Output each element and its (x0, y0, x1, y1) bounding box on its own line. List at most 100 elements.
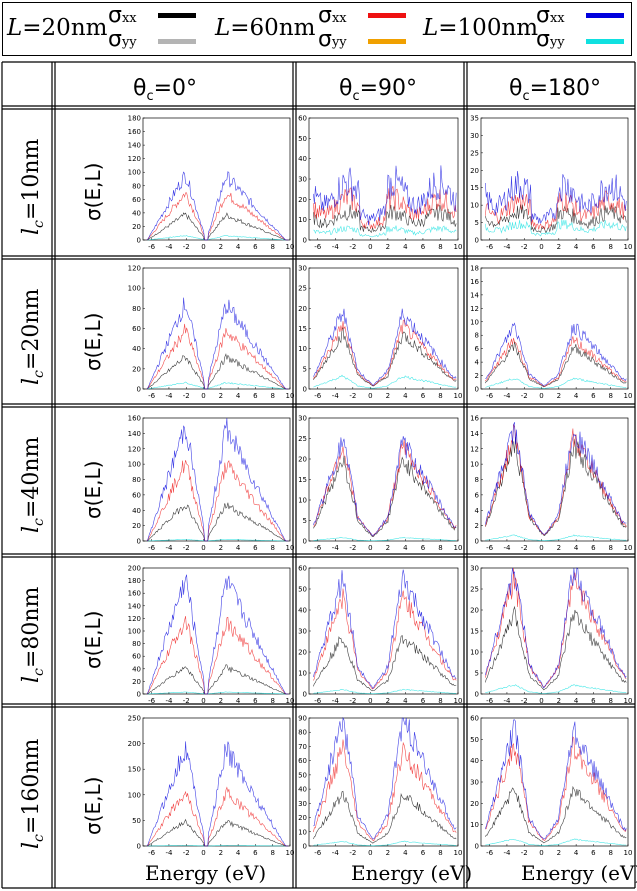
panel-2-0: 0 20 40 60 80 100 120 140 160 -6 -4 -2 0 2 4 6 8 10 (128, 415, 295, 553)
x-tick-label: 8 (270, 243, 274, 251)
y-tick-label: 15 (470, 184, 479, 192)
y-tick-label: 40 (298, 786, 307, 794)
x-tick-label: -6 (486, 392, 494, 400)
y-tick-label: 120 (128, 265, 141, 273)
x-tick-label: 6 (253, 544, 258, 552)
y-tick-label: 0 (137, 237, 141, 245)
x-tick-label: 0 (201, 392, 205, 400)
row-label-0: lc=10nm (19, 139, 47, 235)
legend-L-label: L (7, 15, 23, 41)
x-tick-label: -2 (183, 544, 190, 552)
y-tick-label: 50 (470, 736, 479, 744)
y-tick-label: 100 (128, 169, 141, 177)
series-line-k (485, 785, 627, 844)
x-tick-label: 8 (270, 544, 274, 552)
x-tick-label: 8 (438, 849, 442, 857)
x-tick-label: 8 (438, 392, 442, 400)
series-line-b (313, 569, 457, 689)
series-line-r (147, 459, 289, 542)
series-line-b (485, 567, 627, 689)
x-tick-label: 10 (286, 392, 295, 400)
x-tick-label: -6 (314, 392, 322, 400)
y-tick-label: 60 (132, 325, 141, 333)
x-tick-label: 10 (454, 849, 463, 857)
y-tick-label: 40 (298, 155, 307, 163)
y-tick-label: 20 (132, 522, 141, 530)
series-line-k (147, 818, 289, 847)
series-line-k (313, 204, 457, 233)
x-tick-label: -4 (332, 243, 340, 251)
y-tick-label: 25 (298, 285, 307, 293)
series-line-b (313, 436, 457, 537)
legend-L-label: L (423, 15, 439, 41)
series-line-r (313, 319, 457, 386)
x-tick-label: 4 (236, 697, 241, 705)
x-tick-label: 0 (368, 243, 372, 251)
x-tick-label: 8 (438, 544, 442, 552)
series-line-c (485, 838, 627, 847)
y-tick-label: 80 (298, 729, 307, 737)
x-tick-label: 0 (539, 849, 543, 857)
y-tick-label: 40 (132, 209, 141, 217)
series-line-c (313, 374, 457, 389)
x-tick-label: 10 (454, 392, 463, 400)
x-tick-label: -4 (503, 544, 511, 552)
series-line-k (485, 341, 627, 388)
legend-sigma-yy: σyy (536, 27, 565, 52)
series-line-c (485, 534, 627, 541)
y-tick-label: 20 (298, 305, 307, 313)
y-tick-label: 70 (298, 743, 307, 751)
x-tick-label: -6 (314, 697, 322, 705)
x-tick-label: 2 (386, 544, 390, 552)
x-tick-label: 8 (270, 849, 274, 857)
x-tick-label: -2 (183, 697, 190, 705)
x-tick-label: 2 (557, 392, 561, 400)
x-tick-label: 4 (403, 243, 408, 251)
series-line-c (313, 536, 457, 542)
y-tick-label: 250 (128, 715, 141, 723)
x-tick-label: 6 (421, 697, 426, 705)
x-tick-label: 4 (574, 544, 579, 552)
legend-sigma-yy: σyy (318, 27, 347, 52)
series-line-b (313, 165, 457, 226)
x-tick-label: 4 (403, 392, 408, 400)
x-axis-label: Energy (eV) (145, 861, 266, 885)
plot-area (142, 567, 291, 695)
x-tick-label: 4 (236, 392, 241, 400)
panel-2-1: 0 5 10 15 20 25 30 -6 -4 -2 0 2 4 6 8 10 (298, 415, 462, 553)
y-tick-label: 160 (128, 590, 141, 598)
series-line-c (147, 845, 289, 847)
legend-sigma-xx: σxx (536, 3, 565, 28)
y-tick-label: 180 (128, 577, 141, 585)
y-tick-label: 5 (303, 365, 307, 373)
series-line-r (147, 192, 289, 241)
x-tick-label: -2 (521, 243, 528, 251)
x-tick-label: 6 (421, 849, 426, 857)
legend-line-gray (158, 39, 196, 44)
y-tick-label: 14 (470, 291, 479, 299)
x-tick-label: 0 (539, 392, 543, 400)
x-tick-label: 0 (368, 849, 372, 857)
x-tick-label: 10 (286, 849, 295, 857)
y-tick-label: 100 (128, 285, 141, 293)
y-tick-label: 2 (475, 372, 479, 380)
y-tick-label: 20 (470, 800, 479, 808)
x-tick-label: 8 (270, 697, 274, 705)
sigma-axis-label: σ(E,L) (81, 313, 105, 371)
x-tick-label: 6 (591, 392, 596, 400)
x-tick-label: -6 (314, 849, 322, 857)
series-line-c (485, 219, 627, 237)
y-tick-label: 0 (303, 386, 307, 394)
y-tick-label: 10 (470, 202, 479, 210)
x-tick-label: -6 (314, 243, 322, 251)
x-tick-label: 10 (286, 544, 295, 552)
x-tick-label: -4 (165, 544, 173, 552)
y-tick-label: 20 (470, 167, 479, 175)
y-tick-label: 120 (128, 615, 141, 623)
x-tick-label: 2 (219, 697, 223, 705)
column-header-0: θc=0° (133, 76, 197, 104)
series-line-b (485, 322, 627, 386)
x-tick-label: 6 (253, 697, 258, 705)
y-tick-label: 40 (132, 665, 141, 673)
series-line-k (485, 605, 627, 691)
